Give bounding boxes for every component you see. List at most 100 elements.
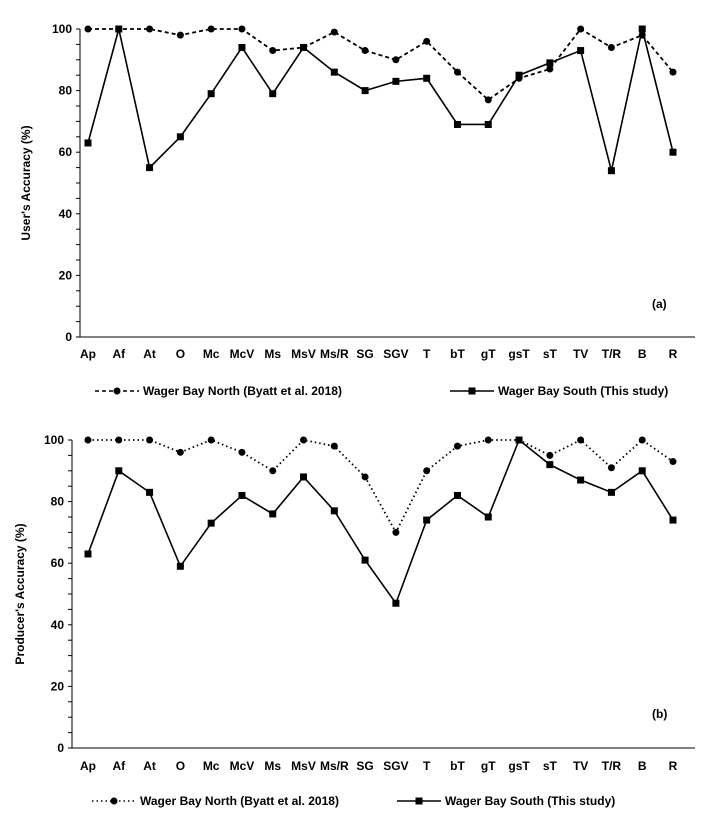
data-point (176, 448, 184, 456)
y-tick-label: 100 (44, 433, 64, 447)
legend-marker (468, 387, 476, 395)
data-point (546, 65, 554, 73)
x-tick-label: R (669, 759, 678, 773)
data-point (300, 473, 308, 481)
x-tick-label: MsV (291, 759, 316, 773)
data-point (453, 491, 461, 499)
series-line (88, 438, 674, 535)
data-point (115, 467, 123, 475)
panel-label: (b) (652, 707, 667, 721)
x-tick-label: O (176, 347, 185, 361)
x-tick-label: sT (543, 759, 558, 773)
x-tick-label: bT (450, 347, 465, 361)
data-point (84, 436, 92, 444)
legend-label: Wager Bay North (Byatt et al. 2018) (143, 384, 342, 398)
x-tick-label: O (176, 759, 185, 773)
x-tick-label: Ap (80, 347, 96, 361)
data-point (515, 71, 523, 79)
data-point (176, 562, 184, 570)
data-point (176, 133, 184, 141)
y-tick-label: 0 (57, 741, 64, 755)
x-tick-label: At (143, 347, 156, 361)
data-point (361, 556, 369, 564)
data-point (84, 550, 92, 558)
legend-item: Wager Bay North (Byatt et al. 2018) (92, 794, 339, 808)
data-point (361, 473, 369, 481)
y-tick-label: 100 (52, 22, 72, 36)
legend-marker (113, 387, 121, 395)
data-point (484, 513, 492, 521)
x-tick-label: gsT (508, 759, 530, 773)
legend-marker (415, 797, 423, 805)
data-point (238, 448, 246, 456)
data-point (300, 436, 308, 444)
legend-label: Wager Bay North (Byatt et al. 2018) (140, 794, 339, 808)
data-point (453, 442, 461, 450)
data-point (330, 68, 338, 76)
data-point (361, 87, 369, 95)
data-point (607, 167, 615, 175)
x-tick-label: Mc (203, 347, 220, 361)
data-point (423, 74, 431, 82)
data-point (269, 47, 277, 55)
data-point (330, 442, 338, 450)
data-point (115, 436, 123, 444)
data-point (238, 491, 246, 499)
data-point (484, 96, 492, 104)
x-tick-label: gT (481, 347, 496, 361)
x-tick-label: sT (543, 347, 558, 361)
data-point (300, 43, 308, 51)
x-tick-label: Ms (264, 759, 281, 773)
y-tick-label: 0 (65, 330, 72, 344)
data-point (669, 458, 677, 466)
data-point (484, 120, 492, 128)
y-tick-label: 20 (51, 679, 65, 693)
data-point (638, 467, 646, 475)
data-point (84, 139, 92, 147)
x-tick-label: MsV (291, 347, 316, 361)
x-tick-label: McV (230, 347, 255, 361)
data-point (269, 510, 277, 518)
y-axis-label: Producer's Accuracy (%) (13, 523, 27, 664)
data-point (546, 461, 554, 469)
data-point (577, 476, 585, 484)
x-tick-label: SGV (383, 759, 408, 773)
data-point (484, 436, 492, 444)
x-tick-label: Ms/R (320, 759, 349, 773)
data-point (392, 599, 400, 607)
data-point (176, 31, 184, 39)
x-tick-label: T (423, 759, 431, 773)
x-tick-label: SG (356, 347, 373, 361)
y-tick-label: 20 (59, 268, 73, 282)
data-point (207, 436, 215, 444)
data-point (207, 90, 215, 98)
data-point (577, 25, 585, 33)
series-south (84, 25, 677, 175)
x-tick-label: Mc (203, 759, 220, 773)
legend-label: Wager Bay South (This study) (498, 384, 668, 398)
data-point (238, 43, 246, 51)
data-point (392, 56, 400, 64)
data-point (146, 164, 154, 172)
x-tick-label: T (423, 347, 431, 361)
data-point (607, 43, 615, 51)
series-line (87, 28, 674, 171)
x-tick-label: At (143, 759, 156, 773)
data-point (392, 528, 400, 536)
data-point (361, 47, 369, 55)
legend-item: Wager Bay South (This study) (450, 384, 668, 398)
legend-label: Wager Bay South (This study) (445, 794, 615, 808)
y-tick-label: 80 (59, 84, 73, 98)
data-point (115, 25, 123, 33)
data-point (146, 25, 154, 33)
data-point (146, 488, 154, 496)
data-point (607, 464, 615, 472)
data-point (669, 516, 677, 524)
x-tick-label: B (638, 759, 647, 773)
data-point (330, 507, 338, 515)
data-point (546, 59, 554, 67)
data-point (392, 77, 400, 85)
x-tick-label: Af (112, 759, 126, 773)
